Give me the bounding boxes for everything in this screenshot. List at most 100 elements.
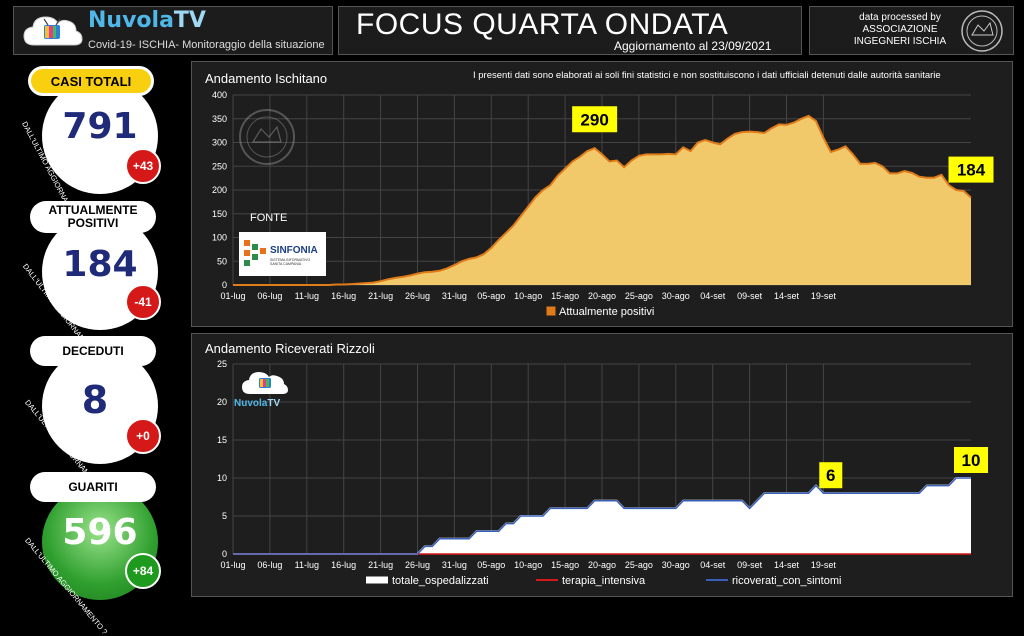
- x-tick-label: 09-set: [737, 291, 763, 301]
- x-tick-label: 20-ago: [588, 291, 616, 301]
- x-tick-label: 21-lug: [368, 560, 393, 570]
- nuvola-logo-icon: [20, 9, 84, 53]
- x-tick-label: 30-ago: [662, 560, 690, 570]
- series-area-totale_ospedalizzati: [233, 478, 971, 554]
- legend-label: ricoverati_con_sintomi: [732, 575, 841, 587]
- x-tick-label: 06-lug: [257, 291, 282, 301]
- chart1-disclaimer: I presenti dati sono elaborati ai soli f…: [473, 70, 941, 81]
- x-tick-label: 09-set: [737, 560, 763, 570]
- nuvola-watermark-icon: [242, 372, 288, 394]
- assoc-line1: data processed by: [859, 12, 941, 23]
- x-tick-label: 06-lug: [257, 560, 282, 570]
- y-tick-label: 0: [222, 280, 227, 290]
- y-tick-label: 200: [212, 185, 227, 195]
- series-area-Attualmente positivi: [233, 115, 971, 286]
- update-date: Aggiornamento al 23/09/2021: [614, 39, 772, 53]
- stat-delta: +43: [125, 148, 161, 184]
- stat-value: 596: [62, 512, 138, 553]
- x-tick-label: 16-lug: [331, 291, 356, 301]
- annotation-box: [819, 462, 843, 489]
- source-logo: SINFONIA SISTEMA INFORMATIVO SANITA CAMP…: [239, 232, 326, 276]
- x-tick-label: 10-ago: [514, 560, 542, 570]
- legend-label: totale_ospedalizzati: [392, 575, 489, 587]
- assoc-seal-icon: [960, 9, 1004, 53]
- x-tick-label: 15-ago: [551, 291, 579, 301]
- y-tick-label: 50: [217, 256, 227, 266]
- x-tick-label: 31-lug: [442, 560, 467, 570]
- assoc-text: data processed by ASSOCIAZIONE INGEGNERI…: [840, 12, 960, 48]
- annotation-label: 290: [580, 110, 608, 129]
- chart2-watermark-logo: NuvolaTV: [234, 368, 304, 412]
- y-tick-label: 10: [217, 473, 227, 483]
- stat-delta: +0: [125, 418, 161, 454]
- x-tick-label: 04-set: [700, 560, 726, 570]
- stat-value: 791: [62, 106, 138, 147]
- watermark-text: NuvolaTV: [234, 398, 280, 409]
- x-tick-label: 31-lug: [442, 291, 467, 301]
- annotation-box: [572, 106, 618, 133]
- x-tick-label: 11-lug: [295, 291, 319, 301]
- sinfonia-sub: SISTEMA INFORMATIVO SANITA CAMPANIA: [270, 258, 311, 266]
- chart1-source-label: FONTE: [250, 212, 288, 224]
- y-tick-label: 0: [222, 549, 227, 559]
- x-tick-label: 19-set: [811, 560, 837, 570]
- header-subtitle: Covid-19- ISCHIA- Monitoraggio della sit…: [88, 39, 325, 51]
- x-tick-label: 15-ago: [551, 560, 579, 570]
- stat-value: 184: [62, 244, 138, 285]
- header-title-panel: [338, 6, 802, 55]
- x-tick-label: 01-lug: [220, 291, 245, 301]
- y-tick-label: 350: [212, 114, 227, 124]
- x-tick-label: 11-lug: [295, 560, 319, 570]
- x-tick-label: 10-ago: [514, 291, 542, 301]
- x-tick-label: 04-set: [700, 291, 726, 301]
- y-tick-label: 400: [212, 90, 227, 100]
- series-line-ricoverati_con_sintomi: [233, 477, 971, 555]
- stat-label: DECEDUTI: [30, 336, 156, 366]
- y-tick-label: 100: [212, 233, 227, 243]
- y-tick-label: 300: [212, 138, 227, 148]
- x-tick-label: 25-ago: [625, 560, 653, 570]
- assoc-line2: ASSOCIAZIONE: [862, 24, 938, 35]
- annotation-label: 6: [826, 466, 835, 485]
- assoc-line3: INGEGNERI ISCHIA: [853, 36, 947, 47]
- stat-delta: +84: [125, 553, 161, 589]
- logo-title-a: Nuvola: [88, 8, 174, 33]
- annotation-label: 10: [962, 451, 981, 470]
- watermark-text-a: Nuvola: [234, 398, 268, 409]
- logo-title-b: TV: [173, 8, 206, 33]
- y-tick-label: 20: [217, 397, 227, 407]
- watermark-text-b: TV: [267, 398, 281, 409]
- x-tick-label: 01-lug: [220, 560, 245, 570]
- annotation-label: 184: [957, 161, 986, 180]
- annotation-box: [948, 156, 994, 183]
- legend-label: terapia_intensiva: [562, 575, 646, 587]
- chart1-title: Andamento Ischitano: [205, 71, 328, 86]
- x-tick-label: 30-ago: [662, 291, 690, 301]
- x-tick-label: 16-lug: [331, 560, 356, 570]
- annotation-box: [954, 447, 988, 473]
- logo-title: NuvolaTV: [88, 8, 206, 33]
- y-tick-label: 5: [222, 511, 227, 521]
- y-tick-label: 25: [217, 359, 227, 369]
- x-tick-label: 20-ago: [588, 560, 616, 570]
- x-tick-label: 26-lug: [405, 560, 430, 570]
- stat-label: CASI TOTALI: [28, 66, 154, 96]
- stat-label: ATTUALMENTE POSITIVI: [30, 201, 156, 233]
- x-tick-label: 14-set: [774, 560, 800, 570]
- x-tick-label: 26-lug: [405, 291, 430, 301]
- x-tick-label: 05-ago: [477, 560, 505, 570]
- y-tick-label: 15: [217, 435, 227, 445]
- sinfonia-name: SINFONIA: [270, 245, 318, 256]
- stat-delta: -41: [125, 284, 161, 320]
- sinfonia-logo-icon: [244, 240, 266, 266]
- y-tick-label: 150: [212, 209, 227, 219]
- legend-swatch: [546, 306, 556, 316]
- stat-value: 8: [81, 378, 109, 422]
- chart2-title: Andamento Riceverati Rizzoli: [205, 341, 375, 356]
- chart1-seal-icon: [238, 108, 296, 166]
- stat-label: GUARITI: [30, 472, 156, 502]
- y-tick-label: 250: [212, 161, 227, 171]
- x-tick-label: 19-set: [811, 291, 837, 301]
- legend-label: Attualmente positivi: [559, 306, 654, 318]
- x-tick-label: 25-ago: [625, 291, 653, 301]
